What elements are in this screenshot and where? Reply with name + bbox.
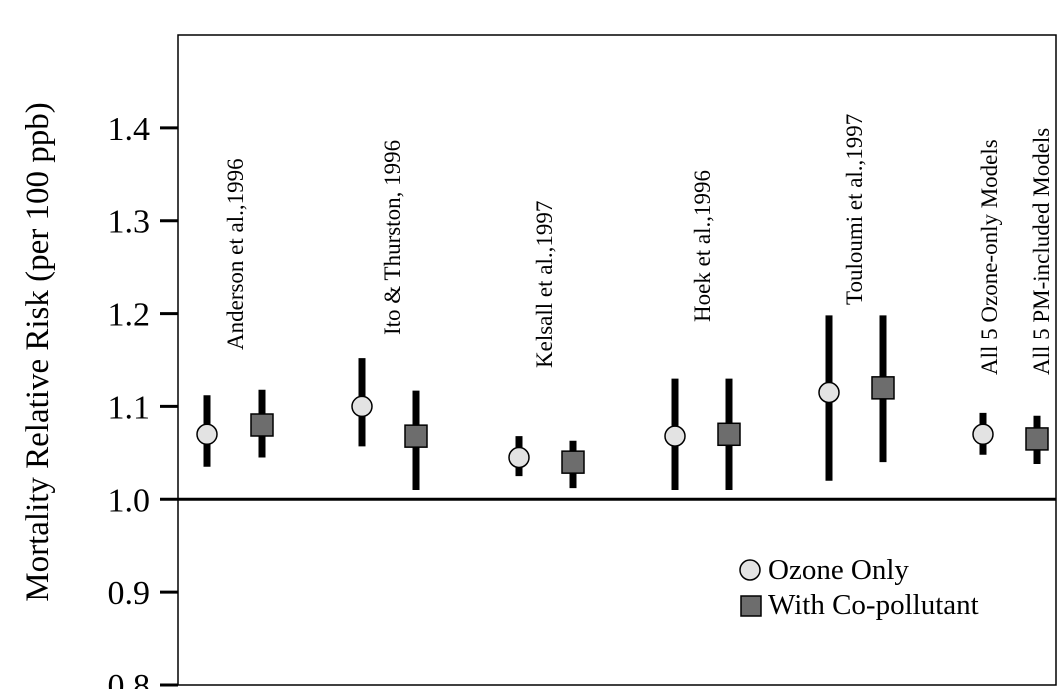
study-label: Ito & Thurston, 1996: [380, 140, 405, 335]
copollutant-marker: [717, 422, 741, 447]
y-axis: 1.4 1.3 1.2 1.1 1.0 0.9 0.8: [108, 111, 178, 694]
copollutant-marker: [250, 413, 274, 437]
legend-copollutant-label: With Co-pollutant: [768, 589, 979, 621]
ozone-marker: [972, 423, 994, 446]
y-tick-label: 1.3: [108, 204, 151, 241]
ozone-marker: [351, 395, 373, 418]
legend-ozone-marker: [739, 559, 761, 581]
copollutant-marker: [404, 424, 428, 448]
y-tick-label: 1.0: [108, 482, 151, 519]
y-tick-label: 1.4: [108, 111, 151, 148]
study-label: All 5 Ozone-only Models: [977, 139, 1002, 375]
study-label: Hoek et al.,1996: [690, 170, 715, 322]
study-labels: Anderson et al.,1996 Ito & Thurston, 1996…: [223, 114, 1054, 375]
legend-copollutant-marker: [740, 595, 762, 617]
markers: [196, 376, 1049, 474]
study-label: Touloumi et al.,1997: [842, 114, 867, 305]
y-tick-label: 0.8: [108, 668, 151, 689]
copollutant-marker: [1025, 427, 1049, 451]
y-tick-label: 1.2: [108, 297, 151, 334]
plot-frame: [177, 34, 1057, 686]
study-label: Anderson et al.,1996: [223, 158, 248, 350]
study-label: All 5 PM-included Models: [1029, 128, 1054, 375]
y-tick-label: 0.9: [108, 575, 151, 612]
ozone-marker: [664, 425, 686, 447]
ozone-marker: [196, 423, 218, 446]
copollutant-marker: [871, 376, 895, 400]
legend: Ozone Only With Co-pollutant: [739, 554, 979, 621]
copollutant-marker: [561, 450, 585, 474]
y-tick-label: 1.1: [108, 389, 151, 426]
study-label: Kelsall et al.,1997: [532, 201, 557, 368]
legend-ozone-label: Ozone Only: [768, 554, 909, 586]
error-bars: [203, 315, 1041, 490]
ozone-marker: [508, 446, 530, 469]
y-axis-label: Mortality Relative Risk (per 100 ppb): [20, 102, 56, 602]
ozone-marker: [818, 381, 840, 404]
